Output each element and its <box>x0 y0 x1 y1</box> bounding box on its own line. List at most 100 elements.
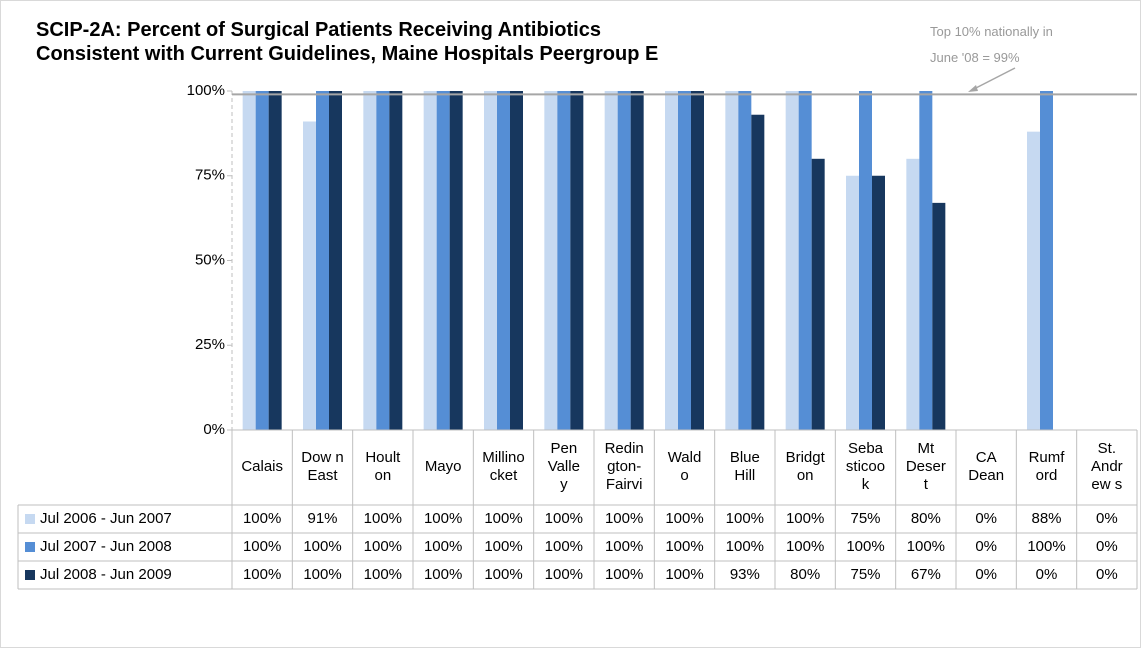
value-label: 0% <box>975 510 997 527</box>
x-tick-label: Seba sticoo k <box>846 440 885 493</box>
bar <box>363 91 377 430</box>
arrow-head <box>968 85 978 92</box>
x-tick-label: Hoult on <box>365 449 401 484</box>
value-label: 0% <box>975 566 997 583</box>
bar <box>303 121 316 430</box>
value-label: 100% <box>786 538 824 555</box>
bar <box>570 91 584 430</box>
x-tick-label: CA Dean <box>968 449 1004 484</box>
value-label: 100% <box>605 538 643 555</box>
chart-title: SCIP-2A: Percent of Surgical Patients Re… <box>36 19 658 65</box>
y-tick-label: 100% <box>187 82 225 99</box>
value-label: 100% <box>665 510 703 527</box>
bar <box>846 175 859 430</box>
value-label: 100% <box>545 510 583 527</box>
value-label: 93% <box>730 566 760 583</box>
value-label: 100% <box>484 566 522 583</box>
value-label: 100% <box>484 510 522 527</box>
x-tick-label: Rumf ord <box>1029 449 1066 484</box>
bar <box>811 158 825 431</box>
y-tick-label: 50% <box>195 251 225 268</box>
value-label: 100% <box>424 566 462 583</box>
annotation-arrow <box>971 67 1016 91</box>
value-label: 100% <box>243 538 281 555</box>
x-tick-label: St. Andr ew s <box>1091 440 1123 493</box>
value-label: 100% <box>665 566 703 583</box>
bar <box>665 91 678 430</box>
legend-swatch <box>25 514 35 524</box>
bar <box>751 114 765 430</box>
legend-swatch <box>25 542 35 552</box>
bar <box>497 91 510 430</box>
value-label: 100% <box>665 538 703 555</box>
x-tick-label: Blue Hill <box>730 449 760 484</box>
x-tick-label: Mt Deser t <box>906 440 946 493</box>
bar <box>268 91 282 430</box>
value-label: 100% <box>243 566 281 583</box>
x-tick-label: Millino cket <box>482 449 525 484</box>
bar <box>678 91 691 430</box>
bar <box>557 91 571 430</box>
bar <box>255 91 269 430</box>
value-label: 80% <box>911 510 941 527</box>
value-label: 100% <box>545 566 583 583</box>
bar <box>510 91 523 430</box>
value-label: 75% <box>850 510 880 527</box>
x-tick-label: Wald o <box>668 449 702 484</box>
bar <box>316 91 329 430</box>
bar <box>906 158 920 431</box>
value-label: 100% <box>364 566 402 583</box>
value-label: 91% <box>307 510 337 527</box>
value-label: 100% <box>364 510 402 527</box>
value-label: 100% <box>424 538 462 555</box>
value-label: 100% <box>846 538 884 555</box>
bar <box>329 91 342 430</box>
bar <box>376 91 390 430</box>
legend-label: Jul 2007 - Jun 2008 <box>40 538 172 555</box>
bar <box>617 91 631 430</box>
value-label: 100% <box>1027 538 1065 555</box>
y-tick-label: 75% <box>195 167 225 184</box>
bar <box>449 91 463 430</box>
bar <box>484 91 497 430</box>
value-label: 88% <box>1031 510 1061 527</box>
x-tick-label: Bridgt on <box>786 449 826 484</box>
value-label: 100% <box>364 538 402 555</box>
value-label: 67% <box>911 566 941 583</box>
bar <box>630 91 644 430</box>
bar <box>738 91 752 430</box>
value-label: 100% <box>303 566 341 583</box>
bar <box>544 91 558 430</box>
value-label: 0% <box>1036 566 1058 583</box>
value-label: 100% <box>605 566 643 583</box>
value-label: 100% <box>484 538 522 555</box>
bar <box>389 91 403 430</box>
value-label: 100% <box>303 538 341 555</box>
x-tick-label: Dow n East <box>301 449 344 484</box>
bar <box>932 202 946 430</box>
value-label: 100% <box>726 510 764 527</box>
value-label: 75% <box>850 566 880 583</box>
bar <box>725 91 739 430</box>
bar <box>798 91 812 430</box>
value-label: 80% <box>790 566 820 583</box>
x-tick-label: Calais <box>241 458 283 475</box>
value-label: 0% <box>975 538 997 555</box>
bar <box>1040 91 1053 430</box>
value-label: 0% <box>1096 538 1118 555</box>
bar <box>423 91 437 430</box>
x-tick-label: Redin gton-Fairvi <box>605 440 644 493</box>
legend-label: Jul 2008 - Jun 2009 <box>40 566 172 583</box>
value-label: 100% <box>907 538 945 555</box>
bar <box>242 91 256 430</box>
bar <box>436 91 450 430</box>
value-label: 100% <box>726 538 764 555</box>
x-tick-label: Mayo <box>425 458 462 475</box>
bar <box>859 91 872 430</box>
bar <box>691 91 704 430</box>
annotation: Top 10% nationally in June '08 = 99% <box>930 24 1053 65</box>
value-label: 100% <box>545 538 583 555</box>
y-tick-label: 0% <box>203 421 225 438</box>
value-label: 0% <box>1096 566 1118 583</box>
